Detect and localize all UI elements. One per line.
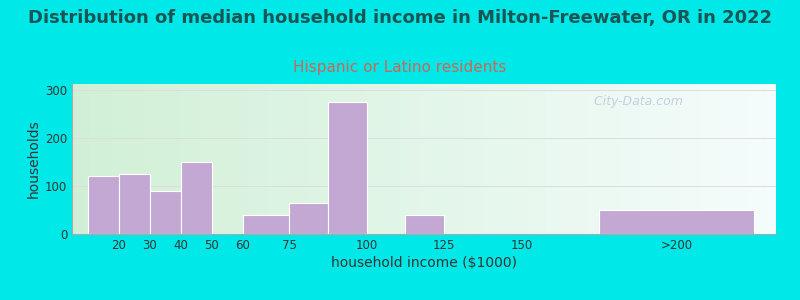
Bar [118, 174, 150, 234]
Bar [328, 102, 366, 234]
Bar [150, 191, 181, 234]
Bar [599, 210, 754, 234]
Text: City-Data.com: City-Data.com [586, 94, 682, 107]
Bar [181, 162, 211, 234]
X-axis label: household income ($1000): household income ($1000) [331, 256, 517, 270]
Text: Distribution of median household income in Milton-Freewater, OR in 2022: Distribution of median household income … [28, 9, 772, 27]
Y-axis label: households: households [26, 120, 41, 198]
Bar [87, 176, 118, 234]
Bar [406, 215, 444, 234]
Bar [289, 203, 328, 234]
Bar [242, 215, 289, 234]
Text: Hispanic or Latino residents: Hispanic or Latino residents [294, 60, 506, 75]
